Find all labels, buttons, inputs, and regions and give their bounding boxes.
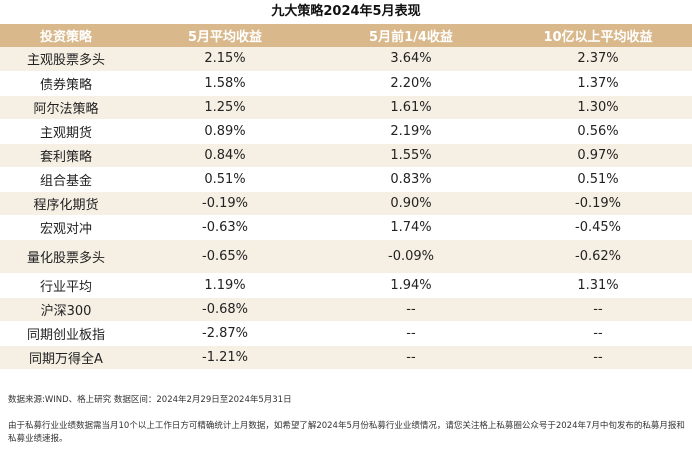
table-body: 主观股票多头 2.15% 3.64% 2.37% 债券策略 1.58% 2.20% 1.37%… [0, 47, 692, 370]
table-row: 债券策略 1.58% 2.20% 1.37% [0, 71, 692, 96]
table-header-row: 投资策略 5月平均收益 5月前1/4收益 10亿以上平均收益 [0, 24, 692, 47]
value-cell: -- [504, 345, 692, 370]
value-cell: 1.61% [318, 95, 504, 120]
value-cell: 2.19% [318, 119, 504, 144]
value-cell: -0.63% [132, 215, 318, 240]
value-cell: -0.45% [504, 215, 692, 240]
strategy-name-cell: 程序化期货 [0, 191, 132, 216]
strategy-name-cell: 债券策略 [0, 71, 132, 96]
table-row: 量化股票多头 -0.65% -0.09% -0.62% [0, 239, 692, 274]
value-cell: -0.65% [132, 239, 318, 274]
value-cell: 1.55% [318, 143, 504, 168]
header-over-1b-average: 10亿以上平均收益 [504, 24, 692, 47]
value-cell: 2.37% [504, 47, 692, 72]
table-row: 主观股票多头 2.15% 3.64% 2.37% [0, 47, 692, 72]
strategy-name-cell: 行业平均 [0, 273, 132, 298]
value-cell: 1.74% [318, 215, 504, 240]
value-cell: -2.87% [132, 321, 318, 346]
value-cell: -0.68% [132, 297, 318, 322]
value-cell: 0.56% [504, 119, 692, 144]
value-cell: 0.84% [132, 143, 318, 168]
value-cell: -- [318, 321, 504, 346]
header-strategy: 投资策略 [0, 24, 132, 47]
table-row: 阿尔法策略 1.25% 1.61% 1.30% [0, 95, 692, 120]
table-row: 同期万得全A -1.21% -- -- [0, 345, 692, 370]
value-cell: 0.89% [132, 119, 318, 144]
value-cell: -- [318, 297, 504, 322]
value-cell: -- [504, 297, 692, 322]
value-cell: 0.51% [504, 167, 692, 192]
strategy-name-cell: 组合基金 [0, 167, 132, 192]
strategy-name-cell: 沪深300 [0, 297, 132, 322]
table-row: 同期创业板指 -2.87% -- -- [0, 321, 692, 346]
table-row: 主观期货 0.89% 2.19% 0.56% [0, 119, 692, 144]
value-cell: 0.97% [504, 143, 692, 168]
strategy-name-cell: 量化股票多头 [0, 239, 132, 274]
strategy-name-cell: 宏观对冲 [0, 215, 132, 240]
value-cell: 1.25% [132, 95, 318, 120]
value-cell: 1.94% [318, 273, 504, 298]
value-cell: 3.64% [318, 47, 504, 72]
table-title: 九大策略2024年5月表现 [271, 4, 421, 19]
value-cell: 0.90% [318, 191, 504, 216]
value-cell: -- [504, 321, 692, 346]
header-may-average: 5月平均收益 [132, 24, 318, 47]
header-may-top-quartile: 5月前1/4收益 [318, 24, 504, 47]
strategy-name-cell: 主观股票多头 [0, 47, 132, 72]
strategy-name-cell: 同期万得全A [0, 345, 132, 370]
table-row: 程序化期货 -0.19% 0.90% -0.19% [0, 191, 692, 216]
value-cell: -0.19% [132, 191, 318, 216]
value-cell: -0.19% [504, 191, 692, 216]
value-cell: -- [318, 345, 504, 370]
table-row: 组合基金 0.51% 0.83% 0.51% [0, 167, 692, 192]
strategy-name-cell: 主观期货 [0, 119, 132, 144]
table-row: 行业平均 1.19% 1.94% 1.31% [0, 273, 692, 298]
strategy-name-cell: 同期创业板指 [0, 321, 132, 346]
value-cell: 2.20% [318, 71, 504, 96]
value-cell: 1.31% [504, 273, 692, 298]
value-cell: 1.37% [504, 71, 692, 96]
value-cell: 1.30% [504, 95, 692, 120]
value-cell: 2.15% [132, 47, 318, 72]
value-cell: -0.62% [504, 239, 692, 274]
value-cell: 1.58% [132, 71, 318, 96]
footnote-note: 由于私募行业业绩数据需当月10个以上工作日方可精确统计上月数据，如希望了解202… [8, 421, 685, 444]
value-cell: 0.51% [132, 167, 318, 192]
value-cell: 0.83% [318, 167, 504, 192]
strategy-name-cell: 阿尔法策略 [0, 95, 132, 120]
table-row: 沪深300 -0.68% -- -- [0, 297, 692, 322]
value-cell: -1.21% [132, 345, 318, 370]
strategy-performance-table: 投资策略 5月平均收益 5月前1/4收益 10亿以上平均收益 主观股票多头 2.1… [0, 24, 692, 370]
table-row: 宏观对冲 -0.63% 1.74% -0.45% [0, 215, 692, 240]
table-row: 套利策略 0.84% 1.55% 0.97% [0, 143, 692, 168]
value-cell: 1.19% [132, 273, 318, 298]
footnote-source: 数据来源:WIND、格上研究 数据区间：2024年2月29日至2024年5月31… [8, 395, 292, 405]
value-cell: -0.09% [318, 239, 504, 274]
strategy-name-cell: 套利策略 [0, 143, 132, 168]
